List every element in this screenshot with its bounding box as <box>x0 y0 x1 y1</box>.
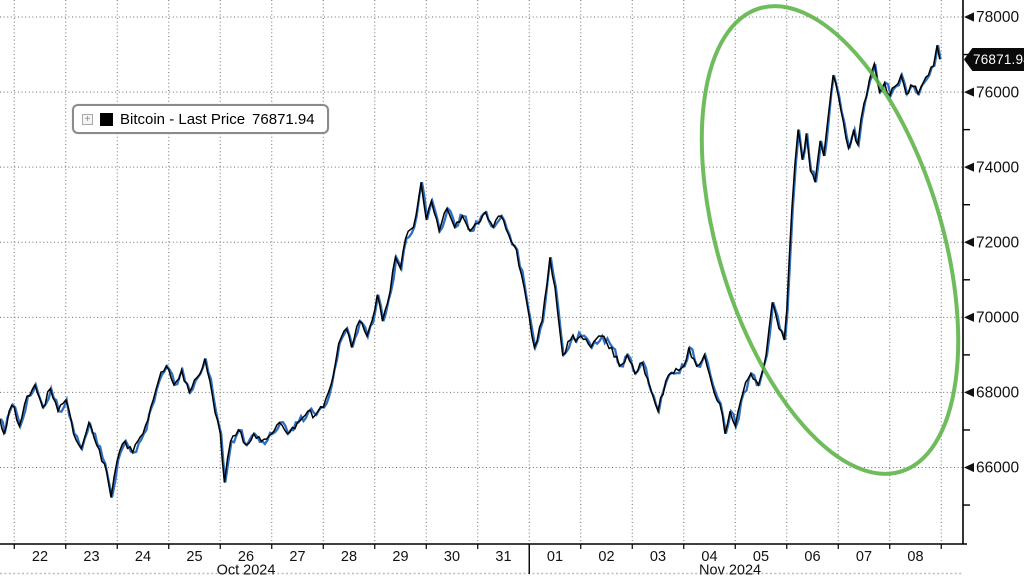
svg-text:24: 24 <box>135 549 151 565</box>
series-color-swatch-icon <box>100 112 113 126</box>
svg-text:02: 02 <box>598 549 614 565</box>
svg-text:25: 25 <box>186 549 202 565</box>
svg-text:66000: 66000 <box>976 460 1019 477</box>
svg-text:07: 07 <box>856 549 872 565</box>
svg-text:27: 27 <box>289 549 305 565</box>
legend-expand-icon[interactable]: + <box>82 113 93 125</box>
svg-text:72000: 72000 <box>976 234 1019 251</box>
svg-text:30: 30 <box>444 549 460 565</box>
svg-text:26: 26 <box>238 549 254 565</box>
y-axis-labels: 78000 76000 74000 72000 70000 68000 66000 <box>963 9 1019 506</box>
svg-text:31: 31 <box>495 549 511 565</box>
svg-text:23: 23 <box>83 549 99 565</box>
svg-text:28: 28 <box>341 549 357 565</box>
horizontal-gridlines <box>0 16 963 469</box>
axes <box>0 0 967 545</box>
svg-text:04: 04 <box>701 549 717 565</box>
svg-text:08: 08 <box>907 549 923 565</box>
svg-text:68000: 68000 <box>976 385 1019 402</box>
vertical-gridlines <box>13 0 942 544</box>
legend-series-label: Bitcoin - Last Price <box>120 110 246 128</box>
price-series-primary-line <box>0 45 941 498</box>
svg-text:Oct 2024: Oct 2024 <box>217 563 276 576</box>
svg-text:Nov 2024: Nov 2024 <box>699 563 761 576</box>
svg-text:03: 03 <box>650 549 666 565</box>
svg-text:76000: 76000 <box>976 84 1019 101</box>
legend-last-price-value: 76871.94 <box>252 110 315 128</box>
svg-text:29: 29 <box>392 549 408 565</box>
svg-text:74000: 74000 <box>976 159 1019 176</box>
chart-legend[interactable]: + Bitcoin - Last Price 76871.94 <box>72 104 329 134</box>
last-price-axis-tag: 76871.94 <box>964 48 1024 71</box>
trend-ellipse-annotation <box>699 4 961 476</box>
svg-text:78000: 78000 <box>976 9 1019 26</box>
svg-text:05: 05 <box>753 549 769 565</box>
svg-text:22: 22 <box>32 549 48 565</box>
svg-text:01: 01 <box>547 549 563 565</box>
svg-text:70000: 70000 <box>976 310 1019 327</box>
x-axis-labels: 22 23 24 25 26 27 28 29 30 31 01 02 03 04 05 06 07 08 Oct … <box>13 544 942 576</box>
svg-text:06: 06 <box>804 549 820 565</box>
